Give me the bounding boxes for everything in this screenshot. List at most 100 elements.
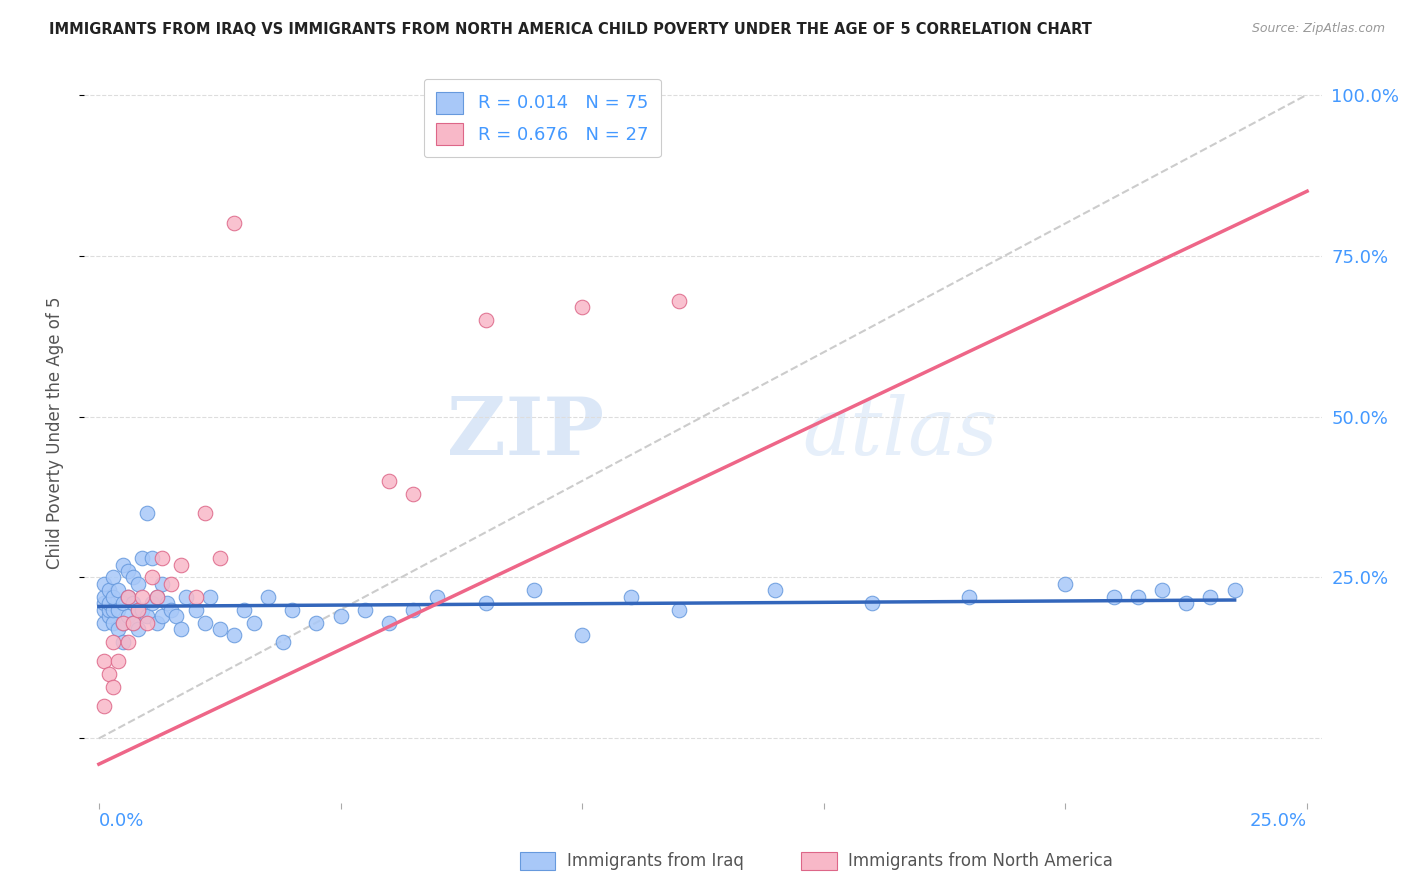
Point xyxy=(107,583,129,598)
Point xyxy=(93,699,115,714)
Point xyxy=(136,506,159,520)
Point xyxy=(208,551,231,566)
Point xyxy=(208,622,231,636)
Point xyxy=(141,570,163,584)
Point xyxy=(112,635,135,649)
Point xyxy=(224,628,246,642)
Point xyxy=(523,583,546,598)
Point xyxy=(378,615,401,630)
Point xyxy=(97,596,120,610)
Point xyxy=(1102,590,1125,604)
Text: IMMIGRANTS FROM IRAQ VS IMMIGRANTS FROM NORTH AMERICA CHILD POVERTY UNDER THE AG: IMMIGRANTS FROM IRAQ VS IMMIGRANTS FROM … xyxy=(49,22,1092,37)
Point xyxy=(353,602,375,616)
Point xyxy=(957,590,980,604)
Point xyxy=(474,596,496,610)
Point xyxy=(103,680,125,694)
Point xyxy=(146,615,169,630)
Point xyxy=(112,615,135,630)
Legend: R = 0.014   N = 75, R = 0.676   N = 27: R = 0.014 N = 75, R = 0.676 N = 27 xyxy=(423,78,661,157)
Point xyxy=(426,590,449,604)
Point xyxy=(141,596,163,610)
Text: Immigrants from Iraq: Immigrants from Iraq xyxy=(567,852,744,870)
Point xyxy=(281,602,304,616)
Point xyxy=(232,602,254,616)
Point xyxy=(131,590,153,604)
Point xyxy=(224,216,246,230)
Point xyxy=(194,506,217,520)
Point xyxy=(198,590,221,604)
Text: Source: ZipAtlas.com: Source: ZipAtlas.com xyxy=(1251,22,1385,36)
Text: Immigrants from North America: Immigrants from North America xyxy=(848,852,1112,870)
Point xyxy=(127,602,149,616)
Text: 0.0%: 0.0% xyxy=(98,813,145,830)
Point xyxy=(184,602,207,616)
Point xyxy=(97,583,120,598)
Point xyxy=(150,551,173,566)
Point xyxy=(121,615,143,630)
Point xyxy=(668,293,690,308)
Point xyxy=(141,551,163,566)
Point xyxy=(97,609,120,624)
Point xyxy=(765,583,787,598)
Point xyxy=(571,300,593,314)
Point xyxy=(150,577,173,591)
Point xyxy=(93,615,115,630)
Point xyxy=(131,551,153,566)
Point xyxy=(174,590,197,604)
Point xyxy=(107,654,129,668)
Text: 25.0%: 25.0% xyxy=(1250,813,1308,830)
Point xyxy=(1054,577,1077,591)
Point xyxy=(170,558,193,572)
Point xyxy=(97,667,120,681)
Point xyxy=(860,596,883,610)
Point xyxy=(112,615,135,630)
Point xyxy=(127,622,149,636)
Point xyxy=(136,615,159,630)
Text: ZIP: ZIP xyxy=(447,393,605,472)
Point xyxy=(112,558,135,572)
Point xyxy=(93,654,115,668)
Y-axis label: Child Poverty Under the Age of 5: Child Poverty Under the Age of 5 xyxy=(45,296,63,569)
Text: atlas: atlas xyxy=(801,394,997,471)
Point xyxy=(121,615,143,630)
Point xyxy=(93,596,115,610)
Point xyxy=(402,602,425,616)
Point xyxy=(184,590,207,604)
Point xyxy=(121,596,143,610)
Point xyxy=(93,590,115,604)
Point xyxy=(1152,583,1174,598)
Point xyxy=(146,590,169,604)
Point xyxy=(146,590,169,604)
Point xyxy=(97,602,120,616)
Point xyxy=(107,602,129,616)
Point xyxy=(170,622,193,636)
Point xyxy=(329,609,352,624)
Point xyxy=(1199,590,1222,604)
Point xyxy=(160,577,183,591)
Point xyxy=(155,596,177,610)
Point xyxy=(257,590,280,604)
Point xyxy=(117,635,139,649)
Point xyxy=(160,602,183,616)
Point xyxy=(136,609,159,624)
Point xyxy=(121,570,143,584)
Point xyxy=(131,602,153,616)
Point xyxy=(1126,590,1149,604)
Point xyxy=(474,313,496,327)
Point xyxy=(103,590,125,604)
Point xyxy=(107,622,129,636)
Point xyxy=(1175,596,1198,610)
Point xyxy=(127,577,149,591)
Point xyxy=(93,602,115,616)
Point xyxy=(117,564,139,578)
Point xyxy=(1223,583,1246,598)
Point xyxy=(402,487,425,501)
Point xyxy=(571,628,593,642)
Point xyxy=(117,590,139,604)
Point xyxy=(112,596,135,610)
Point xyxy=(93,577,115,591)
Point xyxy=(103,635,125,649)
Point xyxy=(619,590,641,604)
Point xyxy=(194,615,217,630)
Point xyxy=(271,635,294,649)
